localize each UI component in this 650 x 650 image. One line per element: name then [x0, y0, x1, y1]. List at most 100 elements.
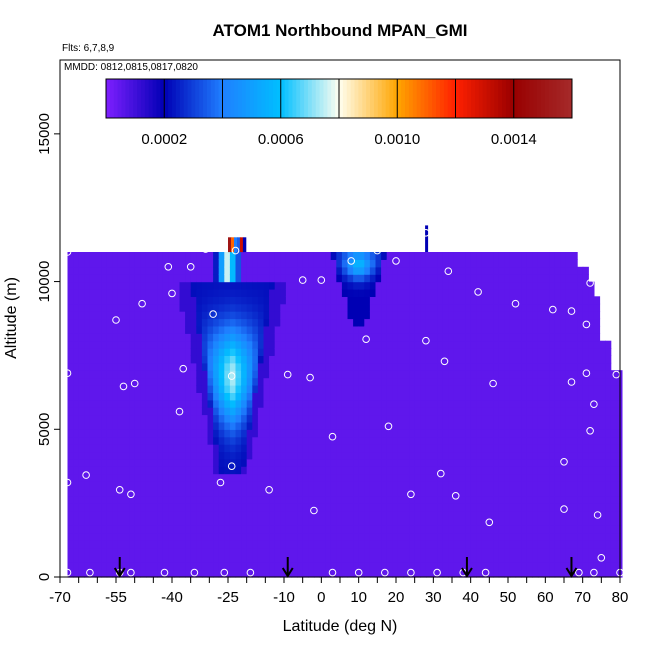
heatmap-cell: [140, 377, 147, 386]
heatmap-cell: [134, 481, 141, 489]
heatmap-cell: [257, 392, 265, 401]
sample-point: [63, 369, 72, 378]
heatmap-cell: [437, 540, 444, 549]
heatmap-cell: [403, 481, 410, 489]
heatmap-cell: [582, 466, 589, 475]
heatmap-cell: [274, 444, 281, 453]
heatmap-cell: [448, 274, 455, 283]
heatmap-cell: [414, 414, 421, 423]
heatmap-cell: [487, 473, 494, 482]
heatmap-cell: [95, 495, 102, 504]
heatmap-cell: [145, 355, 153, 364]
heatmap-cell: [509, 259, 517, 268]
heatmap-cell: [117, 532, 125, 541]
heatmap-cell: [577, 385, 584, 393]
heatmap-cell: [386, 525, 393, 534]
heatmap-cell: [123, 303, 130, 312]
heatmap-cell: [392, 569, 399, 578]
heatmap-cell: [308, 473, 315, 482]
heatmap-cell: [269, 392, 276, 401]
heatmap-cell: [442, 252, 449, 260]
colorbar-swatch: [129, 79, 134, 118]
heatmap-cell: [241, 318, 248, 327]
heatmap-cell: [465, 281, 472, 290]
heatmap-cell: [229, 392, 237, 401]
heatmap-cell: [425, 399, 433, 408]
heatmap-cell: [101, 311, 108, 320]
heatmap-cell: [280, 517, 287, 526]
heatmap-cell: [112, 325, 119, 334]
heatmap-cell: [403, 392, 410, 401]
heatmap-cell: [246, 444, 253, 453]
heatmap-cell: [470, 495, 477, 504]
heatmap-cell: [285, 466, 293, 475]
colorbar-swatch: [206, 79, 212, 118]
heatmap-cell: [263, 414, 270, 423]
heatmap-cell: [291, 547, 298, 556]
heatmap-cell: [235, 311, 242, 320]
heatmap-cell: [140, 370, 147, 379]
heatmap-cell: [263, 473, 270, 482]
heatmap-cell: [521, 473, 528, 482]
heatmap-cell: [257, 481, 265, 489]
heatmap-cell: [565, 392, 573, 401]
heatmap-cell: [285, 495, 293, 504]
heatmap-cell: [145, 429, 153, 438]
heatmap-cell: [470, 407, 477, 416]
heatmap-cell: [571, 532, 578, 541]
heatmap-cell: [218, 414, 225, 423]
heatmap-cell: [246, 562, 253, 571]
heatmap-cell: [431, 399, 438, 408]
heatmap-cell: [224, 289, 231, 297]
heatmap-cell: [582, 510, 589, 519]
heatmap-cell: [263, 540, 270, 549]
heatmap-cell: [498, 252, 505, 260]
heatmap-cell: [425, 252, 433, 260]
heatmap-cell: [157, 377, 164, 386]
heatmap-cell: [470, 370, 477, 379]
heatmap-cell: [84, 510, 91, 519]
heatmap-cell: [493, 370, 500, 379]
heatmap-cell: [515, 466, 522, 475]
heatmap-cell: [241, 259, 248, 268]
heatmap-cell: [453, 444, 461, 453]
heatmap-cell: [89, 318, 97, 327]
heatmap-cell: [442, 532, 449, 541]
heatmap-cell: [84, 348, 91, 356]
heatmap-cell: [543, 392, 550, 401]
heatmap-cell: [397, 525, 405, 534]
heatmap-cell: [325, 495, 332, 504]
heatmap-cell: [498, 488, 505, 497]
heatmap-cell: [134, 488, 141, 497]
colorbar-swatch: [265, 79, 270, 118]
colorbar-swatch: [249, 79, 255, 118]
heatmap-cell: [313, 362, 321, 371]
heatmap-cell: [134, 532, 141, 541]
heatmap-cell: [397, 252, 405, 260]
heatmap-cell: [403, 466, 410, 475]
heatmap-cell: [101, 289, 108, 297]
heatmap-cell: [347, 451, 354, 460]
heatmap-cell: [330, 296, 337, 305]
heatmap-cell: [465, 370, 472, 379]
heatmap-cell: [549, 532, 556, 541]
heatmap-cell: [269, 488, 276, 497]
heatmap-cell: [106, 303, 113, 312]
heatmap-cell: [229, 407, 237, 416]
heatmap-cell: [358, 436, 365, 445]
sample-point: [86, 568, 94, 577]
heatmap-cell: [487, 340, 494, 349]
heatmap-cell: [459, 333, 466, 342]
heatmap-cell: [375, 429, 382, 438]
heatmap-cell: [246, 348, 253, 356]
heatmap-cell: [465, 444, 472, 453]
heatmap-cell: [526, 274, 533, 283]
heatmap-cell: [84, 392, 91, 401]
heatmap-cell: [246, 547, 253, 556]
heatmap-cell: [157, 311, 164, 320]
heatmap-cell: [325, 355, 332, 364]
heatmap-cell: [392, 318, 399, 327]
heatmap-cell: [117, 421, 125, 430]
heatmap-cell: [263, 355, 270, 364]
heatmap-cell: [582, 311, 589, 320]
